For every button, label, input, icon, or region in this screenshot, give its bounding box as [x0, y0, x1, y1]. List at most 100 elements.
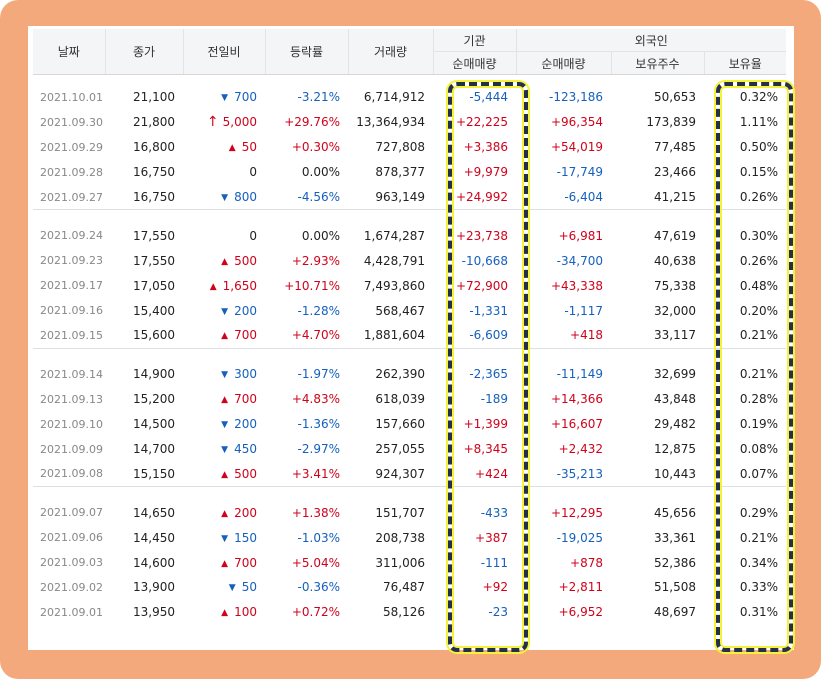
- cell-close: 13,950: [133, 605, 175, 620]
- cell-date: 2021.09.17: [40, 279, 103, 293]
- triangle-down-icon: ▼: [221, 93, 229, 104]
- cell-institution-net: -433: [480, 505, 508, 520]
- cell-foreign-ratio: 0.20%: [739, 303, 779, 318]
- cell-foreign-ratio: 0.28%: [739, 392, 779, 407]
- table-row: 2021.09.09 14,700 ▼ 450 -2.97% 257,055 +8,345 +…: [33, 437, 786, 462]
- triangle-down-icon: ▼: [221, 370, 229, 381]
- change-value: 150: [234, 530, 257, 545]
- cell-rate: +2.93%: [291, 253, 340, 268]
- cell-change: ▼ 50: [183, 575, 265, 600]
- cell-rate: -1.36%: [297, 417, 340, 432]
- cell-institution-net: +1,399: [463, 417, 508, 432]
- cell-date: 2021.09.09: [40, 442, 103, 456]
- cell-institution-net: +387: [475, 530, 508, 545]
- table-row: 2021.09.15 15,600 ▲ 700 +4.70% 1,881,604 -6,60…: [33, 323, 786, 348]
- cell-change: ▼ 700: [183, 85, 265, 110]
- cell-foreign-ratio: 0.29%: [739, 505, 779, 520]
- group-separator: [33, 209, 787, 224]
- cell-foreign-holdings: 23,466: [654, 165, 696, 180]
- cell-volume: 1,881,604: [363, 328, 425, 343]
- cell-change: ▲ 500: [183, 248, 265, 273]
- table-row: 2021.09.23 17,550 ▲ 500 +2.93% 4,428,791 -10,6…: [33, 248, 786, 273]
- table-row: 2021.09.14 14,900 ▼ 300 -1.97% 262,390 -2,365 -…: [33, 362, 786, 387]
- triangle-down-icon: ▼: [221, 445, 229, 456]
- cell-foreign-holdings: 33,117: [654, 328, 696, 343]
- cell-institution-net: -5,444: [469, 90, 508, 105]
- cell-close: 21,100: [133, 90, 175, 105]
- cell-volume: 262,390: [375, 367, 425, 382]
- cell-date: 2021.09.14: [40, 367, 103, 381]
- cell-foreign-net: +418: [570, 328, 603, 343]
- cell-close: 16,750: [133, 190, 175, 204]
- table-row: 2021.09.08 15,150 ▲ 500 +3.41% 924,307 +424 -35…: [33, 461, 786, 486]
- change-value: 800: [234, 190, 257, 204]
- cell-rate: -0.36%: [297, 580, 340, 595]
- change-value: 700: [234, 90, 257, 105]
- cell-change: ▲ 200: [183, 500, 265, 525]
- cell-rate: -1.03%: [297, 530, 340, 545]
- cell-date: 2021.09.03: [40, 556, 103, 570]
- triangle-up-icon: ▲: [221, 395, 229, 406]
- triangle-up-icon: ▲: [221, 558, 229, 569]
- cell-volume: 7,493,860: [363, 278, 425, 293]
- cell-change: 0: [183, 223, 265, 248]
- table-row: 2021.09.30 21,800 ↑ 5,000 +29.76% 13,364,934 +…: [33, 110, 786, 135]
- cell-date: 2021.09.02: [40, 580, 103, 594]
- cell-close: 14,600: [133, 555, 175, 570]
- cell-foreign-holdings: 40,638: [654, 253, 696, 268]
- cell-institution-net: -10,668: [461, 253, 508, 268]
- cell-foreign-holdings: 43,848: [654, 392, 696, 407]
- cell-foreign-net: +2,432: [558, 442, 603, 457]
- cell-rate: +29.76%: [284, 115, 340, 130]
- cell-foreign-net: -11,149: [556, 367, 603, 382]
- cell-foreign-holdings: 45,656: [654, 505, 696, 520]
- cell-volume: 208,738: [375, 530, 425, 545]
- table-row: 2021.09.27 16,750 ▼ 800 -4.56% 963,149 +24,992…: [33, 185, 786, 210]
- cell-date: 2021.09.07: [40, 506, 103, 520]
- cell-volume: 618,039: [375, 392, 425, 407]
- triangle-down-icon: ▼: [221, 306, 229, 317]
- header-foreign-holdings: 보유주수: [611, 51, 705, 75]
- cell-foreign-holdings: 12,875: [654, 442, 696, 457]
- cell-date: 2021.09.01: [40, 605, 103, 619]
- header-rate: 등락률: [265, 29, 349, 75]
- triangle-up-icon: ▲: [228, 143, 236, 154]
- cell-foreign-ratio: 0.21%: [739, 530, 779, 545]
- header-foreign-net: 순매매량: [516, 51, 612, 75]
- cell-change: ▲ 500: [183, 461, 265, 486]
- upper-limit-arrow-icon: ↑: [206, 114, 219, 131]
- cell-institution-net: -23: [488, 605, 508, 620]
- cell-close: 17,050: [133, 278, 175, 293]
- cell-foreign-holdings: 50,653: [654, 90, 696, 105]
- cell-close: 17,550: [133, 253, 175, 268]
- change-value: 300: [234, 367, 257, 382]
- change-value: 450: [234, 442, 257, 457]
- cell-volume: 963,149: [375, 190, 425, 204]
- cell-rate: 0.00%: [301, 165, 340, 180]
- cell-foreign-holdings: 41,215: [654, 190, 696, 204]
- cell-foreign-ratio: 1.11%: [739, 115, 779, 130]
- cell-foreign-ratio: 0.15%: [739, 165, 779, 180]
- cell-close: 16,750: [133, 165, 175, 180]
- cell-foreign-net: +16,607: [550, 417, 603, 432]
- triangle-up-icon: ▲: [209, 281, 217, 292]
- triangle-down-icon: ▼: [221, 193, 229, 203]
- cell-rate: +10.71%: [284, 278, 340, 293]
- cell-close: 15,600: [133, 328, 175, 343]
- cell-change: ▼ 150: [183, 525, 265, 550]
- cell-foreign-net: -35,213: [556, 466, 603, 481]
- cell-foreign-net: +6,981: [558, 228, 603, 243]
- triangle-up-icon: ▲: [221, 508, 229, 519]
- change-value: 500: [234, 466, 257, 481]
- cell-foreign-holdings: 75,338: [654, 278, 696, 293]
- triangle-up-icon: ▲: [221, 331, 229, 342]
- table-row: 2021.09.16 15,400 ▼ 200 -1.28% 568,467 -1,331 -…: [33, 298, 786, 323]
- cell-rate: +3.41%: [291, 466, 340, 481]
- cell-volume: 257,055: [375, 442, 425, 457]
- cell-foreign-net: -123,186: [549, 90, 603, 105]
- cell-volume: 1,674,287: [363, 228, 425, 243]
- table-row: 2021.09.17 17,050 ▲ 1,650 +10.71% 7,493,860 +7…: [33, 273, 786, 298]
- cell-change: ▲ 100: [183, 600, 265, 625]
- table-row: 2021.09.24 17,550 0 0.00% 1,674,287 +23,738 +6…: [33, 223, 786, 248]
- cell-institution-net: +24,992: [455, 190, 508, 204]
